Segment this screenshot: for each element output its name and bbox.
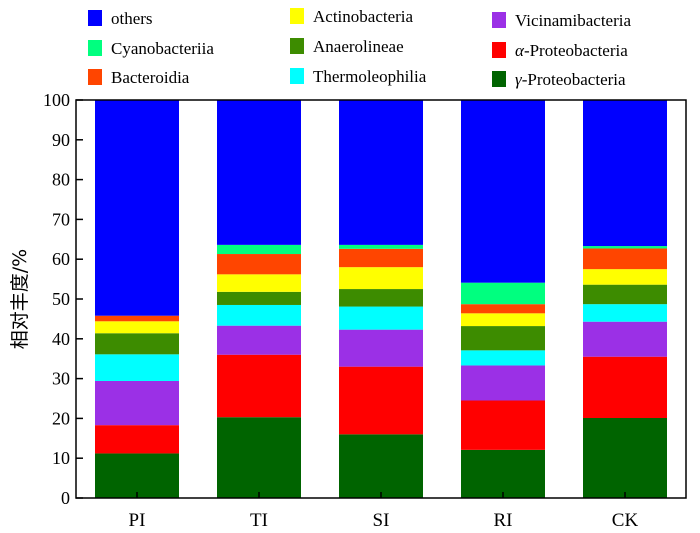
bar-segment-pi-8: [95, 100, 179, 316]
bar-segment-ck-6: [583, 248, 667, 270]
legend-label: Actinobacteria: [313, 7, 414, 26]
bar-segment-ti-8: [217, 100, 301, 245]
legend-swatch: [290, 38, 304, 54]
bar-segment-ck-8: [583, 100, 667, 247]
bar-segment-pi-6: [95, 315, 179, 322]
x-tick-label-ck: CK: [612, 510, 639, 531]
bar-segment-si-4: [339, 289, 423, 307]
bar-segment-ri-2: [461, 365, 545, 401]
bar-segment-pi-0: [95, 453, 179, 498]
x-tick-label-pi: PI: [129, 510, 146, 531]
legend-label: Vicinamibacteria: [515, 11, 631, 30]
legend-label: α-Proteobacteria: [515, 41, 628, 60]
bar-segment-ck-3: [583, 304, 667, 322]
bar-segment-ti-6: [217, 254, 301, 275]
bar-segment-si-7: [339, 244, 423, 249]
bar-segment-ti-0: [217, 417, 301, 498]
y-tick-label: 60: [52, 249, 70, 269]
legend-swatch: [492, 12, 506, 28]
y-tick-label: 90: [52, 130, 70, 150]
bar-segment-ti-7: [217, 244, 301, 255]
bar-segment-ri-0: [461, 449, 545, 498]
bar-segment-ri-7: [461, 282, 545, 305]
bars: [95, 100, 667, 498]
bar-segment-si-1: [339, 366, 423, 435]
legend-label: γ-Proteobacteria: [515, 70, 626, 89]
x-tick-label-si: SI: [373, 510, 390, 531]
bar-segment-ck-4: [583, 284, 667, 305]
legend-swatch: [492, 71, 506, 87]
x-tick-label-ti: TI: [250, 510, 268, 531]
bar-segment-ri-6: [461, 304, 545, 314]
bar-segment-ck-0: [583, 418, 667, 498]
legend-label: Cyanobacteriia: [111, 39, 214, 58]
y-tick-label: 100: [43, 90, 70, 110]
bar-segment-ti-1: [217, 354, 301, 418]
bar-segment-si-6: [339, 248, 423, 268]
bar-segment-ck-7: [583, 246, 667, 249]
bar-segment-si-5: [339, 267, 423, 290]
y-axis-label: 相对丰度/%: [9, 249, 31, 349]
bar-segment-ti-5: [217, 274, 301, 292]
bar-segment-ri-3: [461, 350, 545, 366]
bar-segment-pi-3: [95, 354, 179, 381]
legend-swatch: [492, 42, 506, 58]
y-tick-label: 50: [52, 289, 70, 309]
legend-swatch: [88, 69, 102, 85]
bar-segment-pi-5: [95, 321, 179, 334]
bar-segment-pi-2: [95, 380, 179, 426]
x-tick-label-ri: RI: [494, 510, 513, 531]
y-tick-label: 40: [52, 329, 70, 349]
bar-segment-ck-5: [583, 269, 667, 285]
bar-segment-ck-1: [583, 356, 667, 418]
bar-segment-si-3: [339, 306, 423, 330]
legend-label: Anaerolineae: [313, 37, 404, 56]
y-tick-label: 30: [52, 369, 70, 389]
bar-segment-ri-1: [461, 400, 545, 450]
legend-label: others: [111, 9, 153, 28]
bar-segment-pi-1: [95, 425, 179, 454]
bar-segment-si-0: [339, 434, 423, 498]
bar-segment-si-8: [339, 100, 423, 245]
legend: others Cyanobacteriia Bacteroidia Actinobac…: [88, 7, 631, 89]
legend-swatch: [88, 40, 102, 56]
bar-segment-ti-4: [217, 291, 301, 305]
bar-segment-ck-2: [583, 321, 667, 357]
bar-segment-ti-2: [217, 325, 301, 355]
bar-segment-si-2: [339, 329, 423, 367]
legend-swatch: [88, 10, 102, 26]
y-tick-label: 80: [52, 170, 70, 190]
axes: 0 10 20 30 40 50 60 70 80 90 100 PI TI SI RI CK: [43, 90, 687, 531]
y-tick-label: 10: [52, 448, 70, 468]
legend-swatch: [290, 8, 304, 24]
bar-segment-ri-5: [461, 313, 545, 327]
legend-label: Thermoleophilia: [313, 67, 427, 86]
bar-segment-ri-8: [461, 100, 545, 283]
bar-segment-pi-4: [95, 333, 179, 355]
y-tick-label: 70: [52, 209, 70, 229]
legend-label: Bacteroidia: [111, 68, 190, 87]
legend-swatch: [290, 68, 304, 84]
y-tick-label: 0: [61, 488, 70, 508]
bar-segment-ti-3: [217, 304, 301, 326]
bar-segment-ri-4: [461, 326, 545, 351]
y-tick-label: 20: [52, 408, 70, 428]
